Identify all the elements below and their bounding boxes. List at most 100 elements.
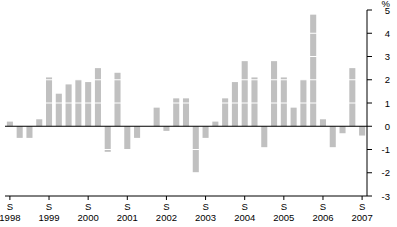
y-tick [367,172,372,173]
y-axis-label: % [382,0,391,9]
bar [154,108,160,127]
x-tick-label-line: S [202,201,208,212]
y-tick [367,10,372,11]
x-tick [205,196,206,200]
bar [56,94,62,127]
y-tick-label: 4 [385,28,390,39]
y-tick-label: 0 [385,121,390,132]
grid-line [5,56,367,57]
x-tick [127,196,128,200]
bar [271,61,277,126]
x-tick-label-line: 2004 [234,212,255,223]
x-tick [9,196,10,200]
bar [320,119,326,126]
bar [242,61,248,126]
bar [359,126,365,135]
y-tick-label: -2 [382,167,390,178]
bar [124,126,130,149]
bar [340,126,346,133]
y-tick-label: 2 [385,74,390,85]
x-tick-label: S1998 [0,201,20,223]
y-tick [367,103,372,104]
bar [66,84,72,126]
bar [36,119,42,126]
x-tick [166,196,167,200]
bar [134,126,140,138]
grid-line [5,79,367,80]
x-tick-label-line: S [85,201,91,212]
x-tick-label-line: 2005 [273,212,294,223]
x-tick-label-line: 1999 [38,212,59,223]
bar [46,77,52,126]
x-tick [362,196,363,200]
x-axis [5,196,367,197]
x-tick-label-line: S [46,201,52,212]
bar [212,122,218,127]
chart: -3-2-1012345%S1998S1999S2000S2001S2002S2… [0,0,397,227]
x-tick-label: S2002 [156,201,177,223]
x-tick-label: S2003 [195,201,216,223]
x-tick-label-line: S [320,201,326,212]
y-tick-label: 1 [385,98,390,109]
bar [163,126,169,131]
y-tick [367,149,372,150]
y-tick-label: -1 [382,144,390,155]
x-tick-label: S2004 [234,201,255,223]
bar [114,73,120,126]
grid-line [5,33,367,34]
bar [232,82,238,126]
bar [203,126,209,138]
x-tick-label-line: S [163,201,169,212]
y-tick [367,126,372,127]
x-tick-label-line: 2000 [78,212,99,223]
bar [105,126,111,152]
grid-line [5,10,367,11]
bar [17,126,23,138]
y-tick [367,79,372,80]
bar [281,77,287,126]
x-tick-label-line: 2001 [117,212,138,223]
bar [95,68,101,126]
bars [5,10,367,196]
x-tick-label-line: S [124,201,130,212]
x-tick-label-line: 2003 [195,212,216,223]
zero-line [5,126,367,127]
grid-line [5,149,367,150]
y-tick-label: -3 [382,191,390,202]
bar [310,15,316,127]
x-tick-label: S1999 [38,201,59,223]
bar [7,122,13,127]
x-tick-label-line: 2002 [156,212,177,223]
y-tick [367,56,372,57]
x-tick-label-line: S [242,201,248,212]
bar [291,108,297,127]
x-tick-label-line: S [7,201,13,212]
x-tick-label-line: 2006 [312,212,333,223]
x-tick-label: S2006 [312,201,333,223]
x-tick [49,196,50,200]
y-tick-label: 3 [385,51,390,62]
x-tick-label: S2001 [117,201,138,223]
grid-line [5,196,367,197]
y-tick [367,33,372,34]
bar [251,77,257,126]
x-tick [88,196,89,200]
x-tick-label: S2005 [273,201,294,223]
bar [349,68,355,126]
x-tick-label-line: S [281,201,287,212]
x-tick-label-line: S [359,201,365,212]
y-tick [367,196,372,197]
x-tick-label-line: 1998 [0,212,20,223]
x-tick-label: S2007 [352,201,373,223]
bar [85,82,91,126]
bar [26,126,32,138]
grid-line [5,103,367,104]
x-tick [244,196,245,200]
x-tick-label: S2000 [78,201,99,223]
grid-line [5,172,367,173]
x-tick [283,196,284,200]
bar [261,126,267,147]
x-tick-label-line: 2007 [352,212,373,223]
x-tick [322,196,323,200]
bar [330,126,336,147]
